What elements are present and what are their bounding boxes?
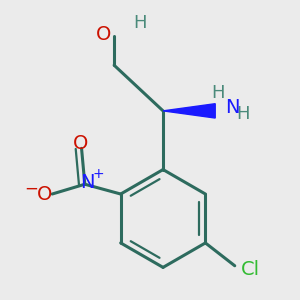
Text: +: + <box>92 167 104 182</box>
Text: H: H <box>236 105 249 123</box>
Text: N: N <box>225 98 239 117</box>
Text: Cl: Cl <box>241 260 260 278</box>
Text: H: H <box>134 14 147 32</box>
Text: O: O <box>37 184 52 203</box>
Polygon shape <box>163 104 215 118</box>
Text: H: H <box>212 84 225 102</box>
Text: N: N <box>80 173 95 192</box>
Text: −: − <box>24 180 38 198</box>
Text: O: O <box>73 134 88 153</box>
Text: O: O <box>95 25 111 44</box>
